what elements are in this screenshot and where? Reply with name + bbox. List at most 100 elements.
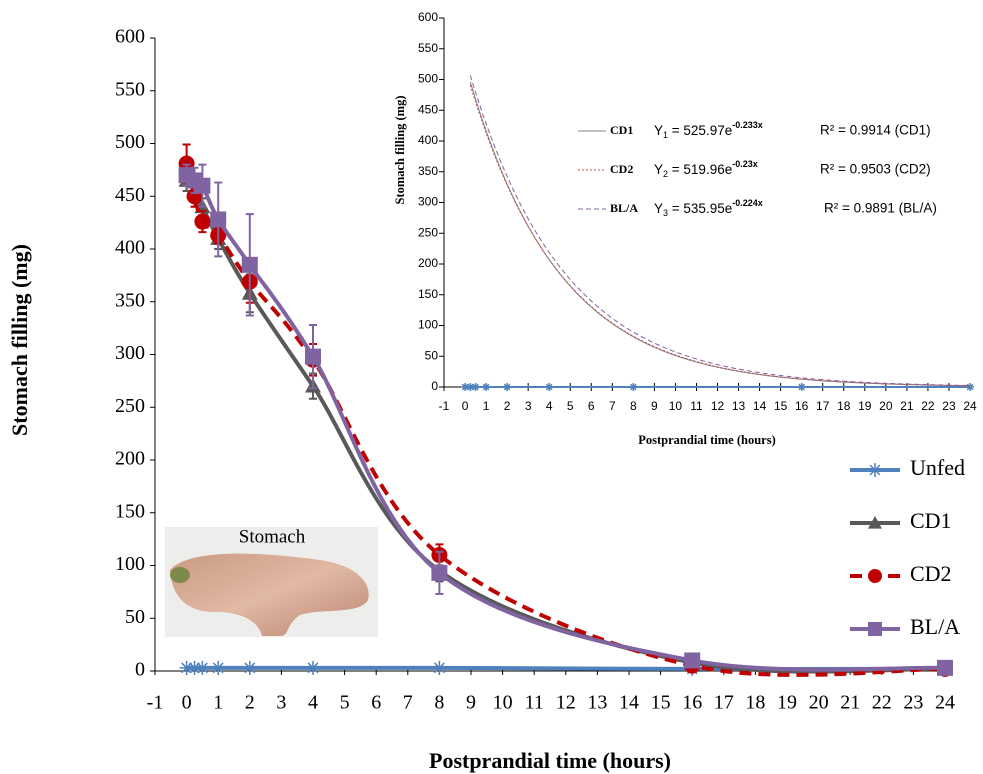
series (461, 383, 974, 391)
x-tick-label: 2 (245, 692, 255, 714)
x-tick-label: 15 (651, 692, 671, 714)
x-tick-label: 17 (714, 692, 734, 714)
y-tick-label: 0 (135, 659, 145, 681)
fit: CD2 Y2 = 519.96e-0.23x R² = 0.9503 (CD2) (469, 84, 971, 387)
x-tick-label: 14 (753, 399, 767, 413)
x-tick-label: 16 (682, 692, 702, 714)
marker (937, 659, 953, 676)
y-axis-title: Stomach filling (mg) (7, 244, 32, 436)
marker (545, 383, 554, 391)
x-tick-label: 6 (371, 692, 381, 714)
equation-part: -0.23x (732, 159, 758, 169)
fit-r2: R² = 0.9503 (CD2) (820, 162, 931, 177)
marker (195, 660, 210, 675)
marker (503, 383, 512, 391)
equation-part: Y (654, 123, 663, 138)
equation-part: = 525.97e (668, 123, 732, 138)
marker (432, 660, 447, 675)
x-axis-title: Postprandial time (hours) (429, 748, 671, 773)
stomach-photo: Stomach (165, 526, 378, 637)
x-tick-label: 23 (942, 399, 956, 413)
x-tick-label: 21 (840, 692, 860, 714)
marker (466, 383, 475, 391)
x-axis-title: Postprandial time (hours) (638, 433, 776, 447)
marker (241, 256, 258, 273)
x-tick-label: 24 (935, 692, 955, 714)
x-tick-label: 2 (504, 399, 511, 413)
x-tick-label: 13 (587, 692, 607, 714)
x-tick-label: 22 (872, 692, 892, 714)
equation-part: 3 (663, 208, 668, 218)
marker (684, 652, 701, 669)
y-tick-label: 150 (115, 500, 145, 522)
y-tick-label: 50 (125, 606, 145, 628)
x-tick-label: 16 (795, 399, 809, 413)
legend-label: CD2 (610, 162, 633, 176)
y-tick-label: 0 (431, 379, 438, 393)
legend-label: CD1 (610, 123, 633, 137)
x-tick-label: 8 (630, 399, 637, 413)
x-tick-label: 22 (921, 399, 935, 413)
marker (305, 348, 321, 365)
marker (179, 660, 194, 675)
y-tick-label: 200 (418, 256, 438, 270)
fit-equation: Y2 = 519.96e-0.23x (654, 159, 758, 179)
x-tick-label: 23 (903, 692, 923, 714)
marker (868, 463, 882, 477)
x-tick-label: 19 (858, 399, 872, 413)
x-tick-label: 0 (182, 692, 192, 714)
x-tick-label: 12 (711, 399, 725, 413)
x-tick-label: 18 (837, 399, 851, 413)
marker (187, 660, 202, 675)
marker (966, 383, 974, 391)
y-tick-label: 400 (115, 237, 145, 259)
marker (868, 569, 882, 583)
legend-label: BL/A (610, 201, 638, 215)
stomach-detail (170, 567, 190, 583)
x-tick-label: 10 (669, 399, 683, 413)
fit-r2: R² = 0.9891 (BL/A) (824, 201, 937, 216)
equation-part: -0.224x (732, 198, 763, 208)
x-tick-label: 4 (546, 399, 553, 413)
marker (482, 383, 491, 391)
fit: CD1 Y1 = 525.97e-0.233x R² = 0.9914 (CD1) (469, 81, 971, 387)
marker (242, 660, 257, 675)
x-tick-label: 11 (525, 692, 544, 714)
x-tick-label: 18 (745, 692, 765, 714)
equation-part: Y (654, 162, 663, 177)
y-tick-label: 50 (425, 348, 439, 362)
y-tick-label: 150 (418, 287, 438, 301)
y-tick-label: 400 (418, 133, 438, 147)
x-tick-label: 5 (340, 692, 350, 714)
y-tick-label: 500 (418, 72, 438, 86)
x-tick-label: 5 (567, 399, 574, 413)
x-tick-label: 10 (493, 692, 513, 714)
x-tick-label: 14 (619, 692, 639, 714)
x-tick-label: 6 (588, 399, 595, 413)
x-tick-label: 9 (466, 692, 476, 714)
y-tick-label: 100 (418, 318, 438, 332)
x-tick-label: 21 (900, 399, 914, 413)
legend-label: CD1 (910, 508, 952, 533)
x-tick-label: 1 (213, 692, 223, 714)
x-tick-label: 3 (525, 399, 532, 413)
marker (210, 211, 227, 228)
y-tick-label: 350 (115, 289, 145, 311)
x-tick-label: 20 (879, 399, 893, 413)
equation-part: Y (654, 201, 663, 216)
marker (194, 213, 211, 230)
marker (211, 660, 226, 675)
marker (461, 383, 470, 391)
fit-equation: Y3 = 535.95e-0.224x (654, 198, 763, 218)
series: BL/A (178, 163, 960, 676)
fit: BL/A Y3 = 535.95e-0.224x R² = 0.9891 (BL/A… (469, 75, 971, 386)
x-tick-label: 7 (403, 692, 413, 714)
x-tick-label: 17 (816, 399, 830, 413)
y-tick-label: 500 (115, 131, 145, 153)
equation-part: -0.233x (732, 120, 763, 130)
x-tick-label: 24 (963, 399, 977, 413)
x-tick-label: -1 (147, 692, 164, 714)
equation-part: = 519.96e (668, 162, 732, 177)
y-tick-label: 450 (418, 102, 438, 116)
